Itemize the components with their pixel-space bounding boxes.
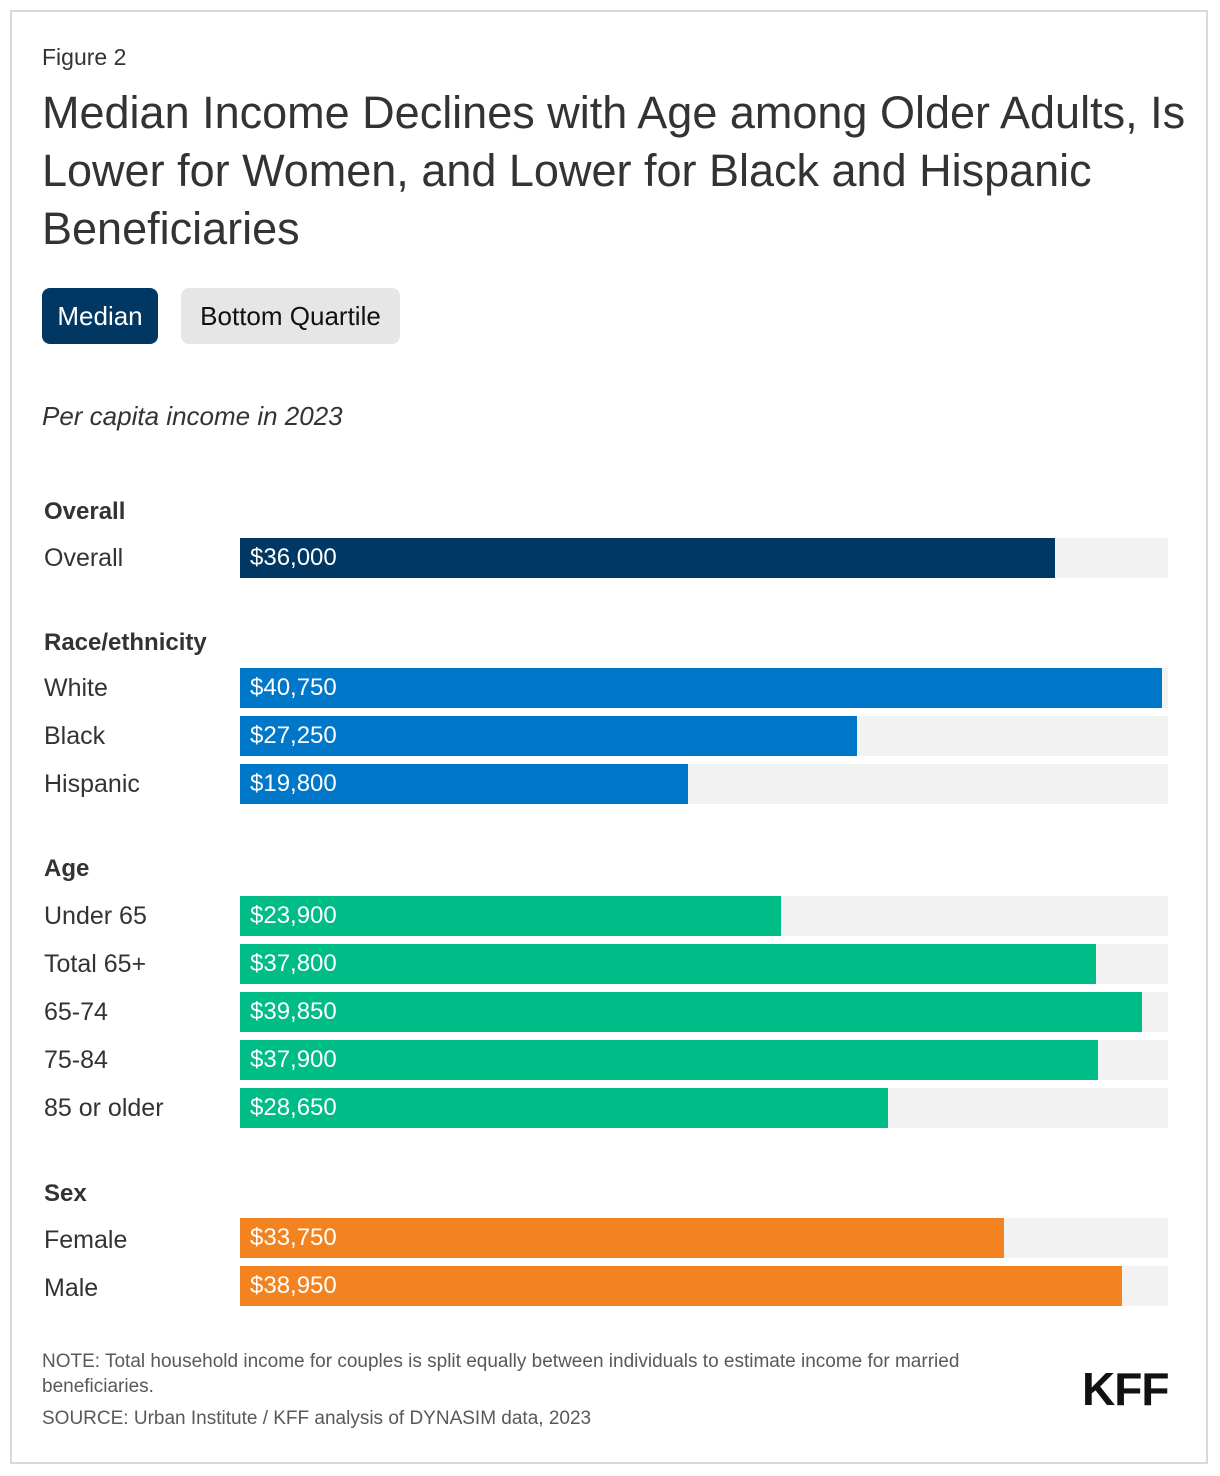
bar-track-male: $38,950 <box>240 1266 1168 1306</box>
bar-value-label-under-65: $23,900 <box>250 902 337 929</box>
bar-65-74[interactable]: $39,850 <box>240 992 1142 1032</box>
group-heading-sex: Sex <box>44 1180 87 1207</box>
bar-track-65-74: $39,850 <box>240 992 1168 1032</box>
group-heading-overall: Overall <box>44 498 126 525</box>
bar-track-75-84: $37,900 <box>240 1040 1168 1080</box>
category-label-black: Black <box>44 722 106 750</box>
bar-overall[interactable]: $36,000 <box>240 538 1055 578</box>
bar-value-label-overall: $36,000 <box>250 544 337 571</box>
category-label-male: Male <box>44 1274 99 1302</box>
chart-subtitle: Per capita income in 2023 <box>42 401 343 431</box>
bar-value-label-hispanic: $19,800 <box>250 770 337 797</box>
bar-white[interactable]: $40,750 <box>240 668 1162 708</box>
bar-value-label-black: $27,250 <box>250 722 337 749</box>
category-label-under-65: Under 65 <box>44 902 147 930</box>
bar-value-label-female: $33,750 <box>250 1224 337 1251</box>
bar-value-label-total-65-: $37,800 <box>250 950 337 977</box>
category-label-white: White <box>44 674 108 702</box>
bar-male[interactable]: $38,950 <box>240 1266 1122 1306</box>
figure-frame <box>10 10 1208 1464</box>
bar-value-label-male: $38,950 <box>250 1272 337 1299</box>
kff-logo: KFF <box>1082 1363 1169 1415</box>
bar-75-84[interactable]: $37,900 <box>240 1040 1098 1080</box>
group-heading-age: Age <box>44 855 90 882</box>
category-label-overall: Overall <box>44 544 124 572</box>
bottom-quartile-toggle-button[interactable]: Bottom Quartile <box>181 288 400 344</box>
category-label-total-65-: Total 65+ <box>44 950 147 978</box>
category-label-hispanic: Hispanic <box>44 770 140 798</box>
bar-track-female: $33,750 <box>240 1218 1168 1258</box>
bar-total-65-[interactable]: $37,800 <box>240 944 1096 984</box>
bar-under-65[interactable]: $23,900 <box>240 896 781 936</box>
bar-black[interactable]: $27,250 <box>240 716 857 756</box>
bar-track-hispanic: $19,800 <box>240 764 1168 804</box>
bar-85-or-older[interactable]: $28,650 <box>240 1088 888 1128</box>
bar-hispanic[interactable]: $19,800 <box>240 764 688 804</box>
bar-track-total-65-: $37,800 <box>240 944 1168 984</box>
group-heading-race-ethnicity: Race/ethnicity <box>44 629 207 656</box>
bar-track-under-65: $23,900 <box>240 896 1168 936</box>
chart-title: Median Income Declines with Age among Ol… <box>42 87 1186 254</box>
figure-label: Figure 2 <box>42 44 127 70</box>
category-label-65-74: 65-74 <box>44 998 108 1026</box>
bar-value-label-75-84: $37,900 <box>250 1046 337 1073</box>
category-label-female: Female <box>44 1226 128 1254</box>
footnote-source: SOURCE: Urban Institute / KFF analysis o… <box>42 1408 592 1429</box>
footnote-note: NOTE: Total household income for couples… <box>42 1351 960 1397</box>
bar-track-85-or-older: $28,650 <box>240 1088 1168 1128</box>
bar-value-label-85-or-older: $28,650 <box>250 1094 337 1121</box>
category-label-75-84: 75-84 <box>44 1046 108 1074</box>
bar-track-white: $40,750 <box>240 668 1168 708</box>
bar-value-label-65-74: $39,850 <box>250 998 337 1025</box>
bar-track-overall: $36,000 <box>240 538 1168 578</box>
bar-track-black: $27,250 <box>240 716 1168 756</box>
bar-value-label-white: $40,750 <box>250 674 337 701</box>
bar-female[interactable]: $33,750 <box>240 1218 1004 1258</box>
category-label-85-or-older: 85 or older <box>44 1094 164 1122</box>
median-toggle-button[interactable]: Median <box>42 288 158 344</box>
